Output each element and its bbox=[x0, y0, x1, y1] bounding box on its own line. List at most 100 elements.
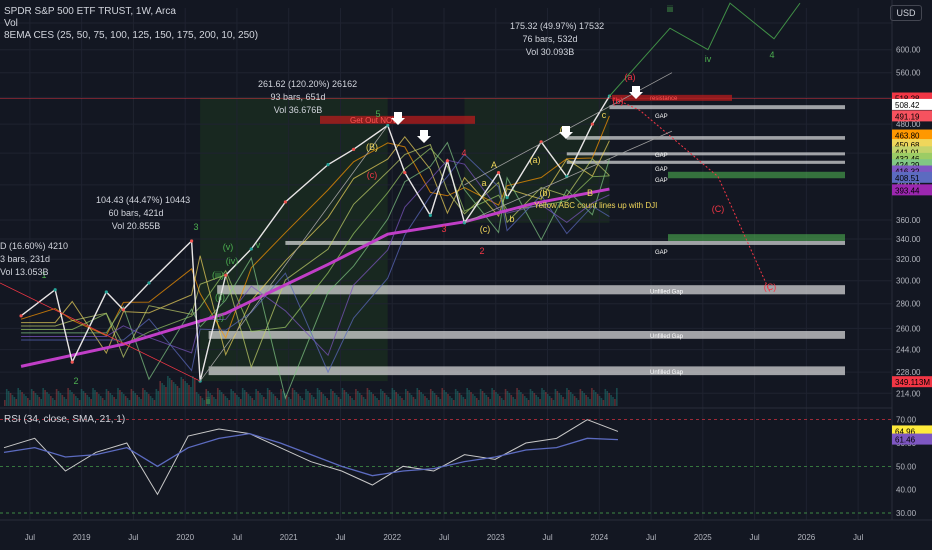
volume-bar bbox=[334, 393, 336, 406]
volume-bar bbox=[50, 396, 52, 406]
time-tick-label: Jul bbox=[439, 533, 449, 542]
volume-bar bbox=[389, 399, 392, 406]
time-tick-label: Jul bbox=[335, 533, 345, 542]
volume-bar bbox=[550, 398, 553, 406]
volume-bar bbox=[589, 399, 591, 406]
ema-indicator-label[interactable]: 8EMA CES (25, 50, 75, 100, 125, 150, 175… bbox=[4, 30, 259, 41]
volume-bar bbox=[355, 389, 357, 406]
price-point bbox=[428, 213, 432, 217]
trend-line-red bbox=[0, 282, 201, 382]
volume-bar bbox=[119, 390, 121, 406]
volume-bar bbox=[40, 399, 43, 406]
volume-bar bbox=[616, 388, 618, 406]
volume-bar bbox=[193, 378, 196, 406]
volume-bar bbox=[387, 397, 390, 406]
volume-bar bbox=[309, 393, 311, 406]
price-point bbox=[326, 163, 330, 167]
volume-bar bbox=[337, 397, 340, 406]
volume-bar bbox=[449, 396, 451, 406]
volume-bar bbox=[525, 398, 528, 406]
volume-bar bbox=[155, 389, 158, 406]
volume-bar bbox=[159, 381, 162, 406]
volume-bar bbox=[42, 388, 44, 406]
volume-bar bbox=[401, 398, 403, 406]
volume-bar bbox=[541, 388, 543, 406]
price-point bbox=[590, 122, 594, 126]
ema-250-line bbox=[20, 187, 610, 368]
wave-label-green: 4 bbox=[769, 50, 774, 60]
price-badge-label: 408.51 bbox=[895, 174, 920, 183]
measure-2-line3: Vol 36.676B bbox=[273, 105, 323, 115]
volume-bar bbox=[209, 393, 211, 406]
volume-bar bbox=[353, 400, 355, 406]
volume-bar bbox=[71, 392, 73, 406]
volume-bar bbox=[115, 399, 117, 406]
volume-bar bbox=[86, 395, 89, 406]
volume-bar bbox=[151, 398, 154, 406]
currency-button[interactable]: USD bbox=[890, 5, 922, 21]
unfilled-gap-label: Unfilled Gap bbox=[650, 370, 684, 376]
volume-bar bbox=[520, 392, 522, 406]
volume-bar bbox=[53, 400, 56, 406]
volume-bar bbox=[15, 399, 18, 406]
volume-bar bbox=[232, 391, 234, 406]
volume-bar bbox=[88, 397, 91, 406]
gap-label: GAP bbox=[655, 114, 668, 120]
volume-bar bbox=[76, 398, 79, 406]
volume-bar bbox=[330, 389, 332, 406]
price-point bbox=[121, 308, 125, 312]
volume-bar bbox=[213, 397, 215, 406]
volume-bar bbox=[180, 377, 183, 406]
ema-line bbox=[21, 143, 610, 369]
volume-bar bbox=[63, 397, 66, 406]
price-tick-label: 560.00 bbox=[896, 69, 921, 78]
volume-bar bbox=[410, 395, 413, 406]
volume-bar bbox=[610, 395, 612, 406]
volume-bar bbox=[197, 394, 200, 406]
time-tick-label: 2025 bbox=[694, 533, 712, 542]
rsi-indicator-label[interactable]: RSI (34, close, SMA, 21, 1) bbox=[4, 414, 126, 425]
volume-bar bbox=[577, 400, 580, 406]
volume-bar bbox=[491, 388, 493, 406]
volume-bar bbox=[339, 399, 342, 406]
volume-bar bbox=[360, 395, 363, 406]
volume-bar bbox=[316, 388, 319, 406]
volume-indicator-label[interactable]: Vol bbox=[4, 18, 18, 29]
volume-bar bbox=[92, 388, 94, 406]
volume-bar bbox=[510, 395, 513, 406]
volume-bar bbox=[293, 390, 296, 406]
volume-bar bbox=[320, 392, 323, 406]
volume-bar bbox=[472, 394, 474, 406]
trend-line bbox=[199, 125, 389, 382]
gap-box bbox=[566, 152, 845, 156]
volume-bar bbox=[531, 391, 534, 406]
volume-bar bbox=[96, 392, 98, 406]
bear-projection bbox=[609, 95, 771, 293]
symbol-title[interactable]: SPDR S&P 500 ETF TRUST, 1W, Arca bbox=[4, 6, 176, 17]
volume-bar bbox=[238, 397, 240, 406]
wave-label-yellow: a bbox=[481, 178, 486, 188]
volume-bar bbox=[67, 388, 69, 406]
volume-bar bbox=[523, 396, 526, 406]
rsi-tick-label: 50.00 bbox=[896, 462, 917, 471]
volume-bar bbox=[199, 396, 202, 406]
rsi-line bbox=[3, 419, 619, 496]
volume-bar bbox=[399, 396, 401, 406]
volume-bar bbox=[499, 396, 501, 406]
volume-bar bbox=[17, 388, 20, 406]
wave-label-red: 2 bbox=[479, 246, 484, 256]
yellow-abc-note: Yellow ABC count lines up with DJI bbox=[534, 201, 657, 210]
volume-bar bbox=[157, 391, 160, 406]
volume-bar bbox=[514, 399, 516, 406]
volume-bar bbox=[61, 395, 64, 406]
volume-bar bbox=[236, 395, 238, 406]
volume-bar bbox=[600, 398, 603, 406]
price-point bbox=[147, 281, 151, 285]
price-tick-label: 360.00 bbox=[896, 216, 921, 225]
wave-label-green: (iv) bbox=[226, 256, 239, 266]
wave-label-green: (ii) bbox=[215, 292, 225, 302]
unfilled-gap-label: Unfilled Gap bbox=[650, 289, 684, 295]
volume-bar bbox=[195, 392, 198, 406]
volume-bar bbox=[571, 394, 574, 406]
